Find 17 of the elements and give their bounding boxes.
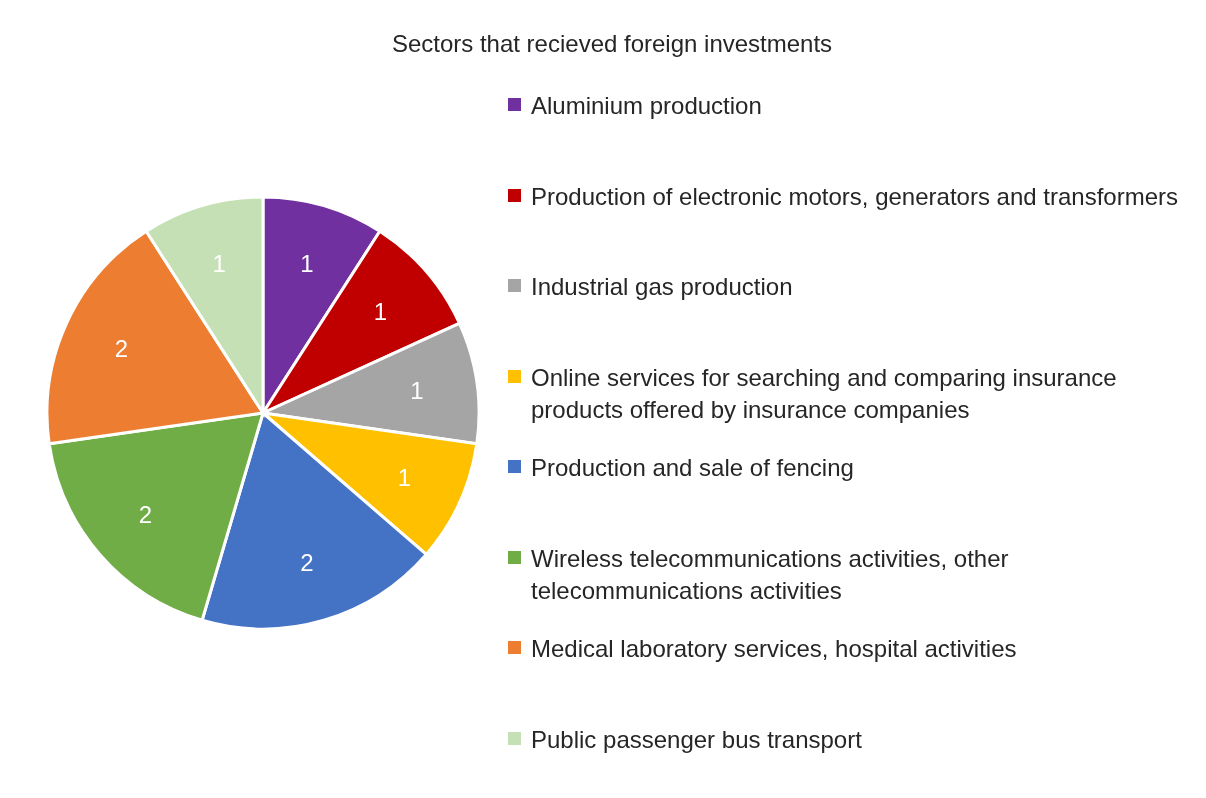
data-label: 1 xyxy=(300,250,314,278)
legend-label: Production of electronic motors, generators and transformers xyxy=(531,181,1179,212)
data-label: 2 xyxy=(114,334,129,362)
data-label: 1 xyxy=(410,377,424,405)
legend-label: Public passenger bus transport xyxy=(531,724,863,755)
legend-label: Industrial gas production xyxy=(531,272,794,302)
data-label: 2 xyxy=(300,548,314,576)
legend-label: Online services for searching and comparing insurance products offered by insurance companies xyxy=(531,362,1118,425)
legend-label: Wireless telecommunications activities, other telecommunications activities xyxy=(531,543,1010,606)
legend-label: Production and sale of fencing xyxy=(531,453,855,483)
data-label: 1 xyxy=(212,250,226,278)
legend-label: Aluminium production xyxy=(531,91,763,121)
chart-title: Sectors that recieved foreign investments xyxy=(390,30,834,58)
data-label: 2 xyxy=(138,501,153,529)
data-label: 1 xyxy=(397,464,412,492)
legend-label: Medical laboratory services, hospital activities xyxy=(531,634,1018,664)
data-label: 1 xyxy=(373,297,388,325)
